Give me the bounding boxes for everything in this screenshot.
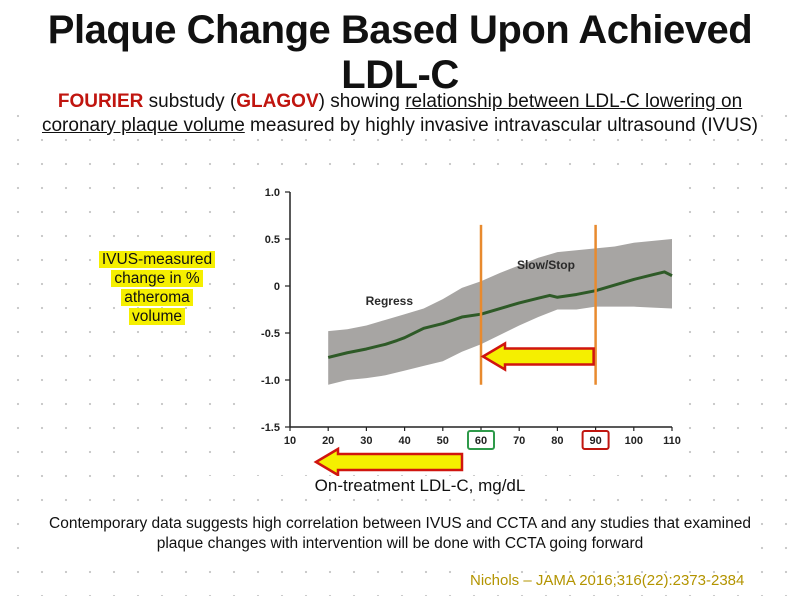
y-tick-label: -0.5 (261, 328, 280, 340)
y-tick-label: -1.0 (261, 375, 280, 387)
highlight-box-90 (581, 430, 610, 450)
ylabel-line-2: change in % (111, 270, 203, 287)
relationship-text: relationship between LDL-C lowering on c… (41, 91, 743, 136)
y-tick-label: 1.0 (265, 187, 280, 199)
arrow-below-axis (313, 446, 464, 478)
y-tick-label: 0 (274, 281, 280, 293)
ylabel-line-4: volume (129, 308, 185, 325)
slide-subtitle: FOURIER substudy (GLAGOV) showing relati… (40, 90, 760, 138)
showing-text: ) showing (318, 91, 406, 112)
x-tick-label: 20 (322, 435, 334, 447)
mean-change-line (327, 270, 673, 359)
x-tick-label: 80 (551, 435, 563, 447)
x-tick-label: 30 (360, 435, 372, 447)
footer-note: Contemporary data suggests high correlat… (40, 514, 760, 554)
ylabel-line-1: IVUS-measured (98, 251, 216, 268)
confidence-band (328, 239, 672, 385)
x-axis-label: On-treatment LDL-C, mg/dL (200, 476, 640, 496)
x-tick-label: 10 (284, 435, 296, 447)
measured-text: measured by highly invasive intravascula… (244, 115, 759, 136)
annotation-slow-stop: Slow/Stop (517, 258, 575, 272)
arrow-90-to-60 (480, 341, 595, 372)
x-tick-label: 70 (513, 435, 525, 447)
highlight-box-60 (467, 430, 495, 450)
substudy-text: substudy ( (143, 91, 237, 112)
slide-title: Plaque Change Based Upon Achieved LDL-C (0, 6, 800, 104)
ylabel-line-3: atheroma (121, 289, 193, 306)
x-tick-label: 50 (437, 435, 449, 447)
x-tick-label: 90 (589, 435, 601, 447)
glagov-label: GLAGOV (236, 91, 319, 112)
x-tick-label: 40 (398, 435, 410, 447)
fourier-label: FOURIER (57, 91, 144, 112)
citation: Nichols – JAMA 2016;316(22):2373-2384 (470, 572, 745, 589)
y-axis-label: IVUS-measured change in % atheroma volum… (90, 250, 224, 326)
annotation-regress: Regress (366, 294, 414, 308)
y-tick-label: -1.5 (261, 422, 280, 434)
x-tick-label: 110 (663, 435, 681, 447)
x-tick-label: 100 (625, 435, 643, 447)
x-tick-label: 60 (475, 435, 487, 447)
y-tick-label: 0.5 (265, 234, 280, 246)
